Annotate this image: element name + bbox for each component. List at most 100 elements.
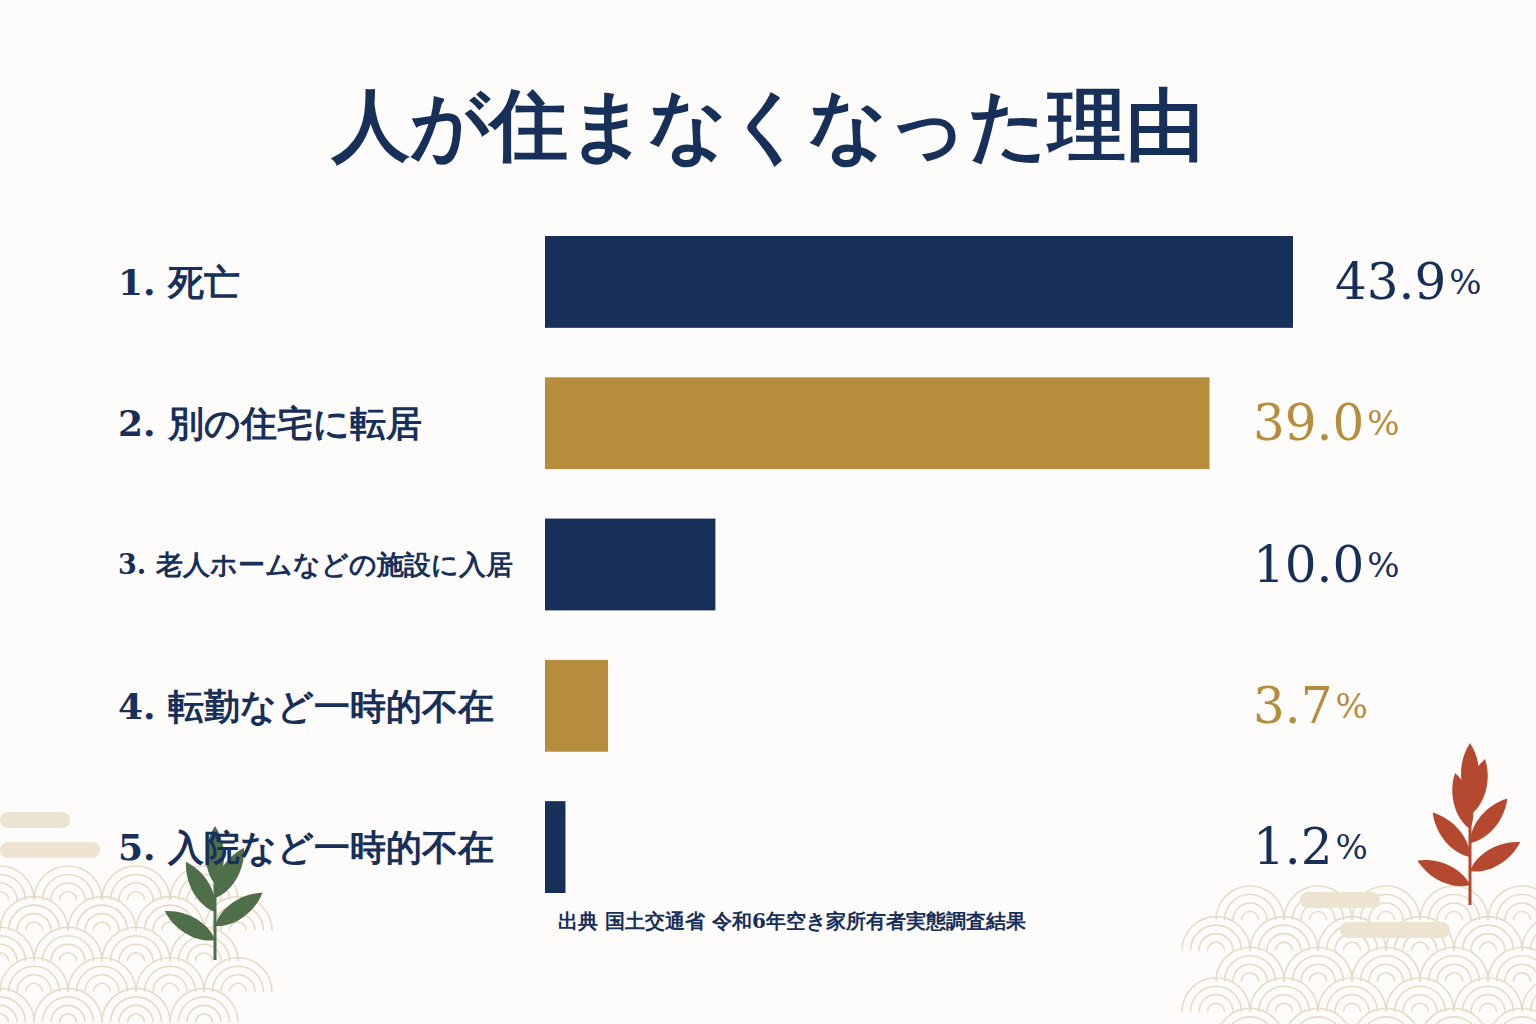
wave-pattern bbox=[230, 922, 247, 931]
wave-pattern bbox=[1352, 1008, 1420, 1024]
wave-pattern bbox=[145, 966, 196, 991]
wave-pattern bbox=[34, 988, 102, 1022]
wave-pattern bbox=[1208, 1003, 1225, 1012]
wave-pattern bbox=[43, 875, 94, 900]
wave-pattern bbox=[1225, 895, 1276, 920]
wave-pattern bbox=[153, 975, 187, 992]
wave-pattern bbox=[1352, 947, 1420, 981]
wave-pattern bbox=[187, 1005, 221, 1022]
wave-pattern bbox=[0, 988, 34, 1022]
wave-pattern bbox=[204, 958, 272, 992]
wave-pattern bbox=[9, 966, 60, 991]
wave-pattern bbox=[111, 875, 162, 900]
wave-pattern bbox=[102, 927, 170, 961]
wave-pattern bbox=[1276, 1003, 1293, 1012]
wave-pattern bbox=[0, 1005, 17, 1022]
wave-pattern bbox=[102, 866, 170, 900]
wave-pattern bbox=[1301, 964, 1335, 981]
wave-pattern bbox=[1403, 995, 1437, 1012]
wave-pattern bbox=[1429, 956, 1480, 982]
wave-pattern bbox=[43, 997, 94, 1022]
wave-pattern bbox=[68, 958, 136, 992]
wave-pattern bbox=[1488, 947, 1536, 981]
wave-pattern bbox=[1395, 986, 1446, 1011]
wave-pattern bbox=[1344, 1003, 1361, 1012]
wave-pattern bbox=[1225, 956, 1276, 982]
wave-pattern bbox=[9, 905, 60, 931]
bars bbox=[545, 236, 1293, 893]
wave-pattern bbox=[43, 936, 94, 962]
wave-pattern bbox=[213, 966, 264, 991]
wave-pattern bbox=[1378, 912, 1395, 920]
wave-pattern bbox=[1514, 973, 1531, 982]
wave-pattern bbox=[0, 1014, 9, 1023]
wave-pattern bbox=[0, 944, 17, 961]
wave-pattern bbox=[1250, 978, 1318, 1012]
wave-pattern bbox=[77, 905, 128, 931]
wave-pattern bbox=[1429, 1017, 1480, 1024]
wave-pattern bbox=[128, 953, 145, 962]
wave-pattern bbox=[230, 983, 247, 992]
wave-pattern bbox=[1293, 1017, 1344, 1024]
wave-pattern bbox=[77, 966, 128, 991]
leaves bbox=[1414, 743, 1525, 905]
bar bbox=[545, 519, 715, 611]
wave-pattern bbox=[1344, 942, 1361, 951]
wave-pattern bbox=[1335, 995, 1369, 1012]
wave-pattern bbox=[179, 997, 230, 1022]
category-labels: 1. 死亡2. 別の住宅に転居3. 老人ホームなどの施設に入居4. 転勤など一時… bbox=[118, 261, 513, 868]
wave-pattern bbox=[0, 883, 17, 900]
wave-pattern bbox=[1412, 942, 1429, 951]
category-label: 1. 死亡 bbox=[118, 261, 240, 303]
wave-pattern bbox=[0, 927, 34, 961]
wave-pattern bbox=[1208, 942, 1225, 951]
wave-pattern bbox=[0, 953, 9, 962]
wave-pattern bbox=[0, 936, 26, 962]
data-label: 1.2% bbox=[1253, 818, 1368, 876]
wave-pattern bbox=[0, 897, 68, 931]
wave-pattern bbox=[1378, 973, 1395, 982]
wave-pattern bbox=[111, 997, 162, 1022]
chart: 人が住まなくなった理由1. 死亡2. 別の住宅に転居3. 老人ホームなどの施設に… bbox=[0, 0, 1536, 1024]
wave-pattern bbox=[1310, 912, 1327, 920]
wave-pattern bbox=[128, 1014, 145, 1023]
wave-pattern bbox=[1361, 956, 1412, 982]
wave-pattern bbox=[1446, 973, 1463, 982]
wave-pattern bbox=[1225, 1017, 1276, 1024]
wave-pattern bbox=[1471, 995, 1505, 1012]
wave-pattern bbox=[1327, 986, 1378, 1011]
wave-pattern bbox=[1182, 978, 1250, 1012]
wave-pattern bbox=[1420, 1008, 1488, 1024]
wave-pattern bbox=[136, 958, 204, 992]
wave-pattern bbox=[1497, 1017, 1536, 1024]
wave-pattern bbox=[1216, 947, 1284, 981]
wave-pattern bbox=[0, 866, 34, 900]
wave-pattern bbox=[1182, 917, 1250, 951]
wave-pattern bbox=[60, 892, 77, 901]
wave-pattern bbox=[1531, 986, 1536, 1011]
wave-pattern bbox=[1199, 934, 1233, 951]
category-label: 3. 老人ホームなどの施設に入居 bbox=[118, 549, 513, 580]
bar bbox=[545, 236, 1293, 328]
wave-pattern bbox=[1505, 964, 1536, 981]
wave-pattern bbox=[196, 953, 213, 962]
leaf bbox=[1414, 852, 1474, 893]
wave-pattern bbox=[68, 897, 136, 931]
data-labels: 43.9%39.0%10.0%3.7%1.2% bbox=[1253, 253, 1482, 876]
wave-pattern bbox=[1463, 925, 1514, 951]
cloud bbox=[0, 842, 100, 858]
wave-pattern bbox=[1471, 934, 1505, 951]
bar bbox=[545, 660, 608, 752]
wave-pattern bbox=[1242, 973, 1259, 982]
wave-pattern bbox=[0, 997, 26, 1022]
bar bbox=[545, 801, 565, 893]
wave-pattern bbox=[85, 914, 119, 931]
wave-pattern bbox=[1318, 978, 1386, 1012]
wave-pattern bbox=[60, 953, 77, 962]
wave-pattern bbox=[1191, 925, 1242, 951]
data-label: 10.0% bbox=[1253, 536, 1400, 594]
wave-pattern bbox=[102, 988, 170, 1022]
wave-pattern bbox=[1522, 917, 1536, 951]
wave-pattern bbox=[26, 983, 43, 992]
wave-pattern bbox=[1369, 964, 1403, 981]
